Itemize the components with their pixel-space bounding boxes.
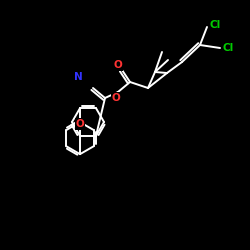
Text: N: N — [74, 72, 82, 82]
Text: Cl: Cl — [210, 20, 221, 30]
Text: O: O — [76, 119, 84, 129]
Text: O: O — [112, 93, 120, 103]
Text: O: O — [114, 60, 122, 70]
Text: Cl: Cl — [222, 43, 234, 53]
